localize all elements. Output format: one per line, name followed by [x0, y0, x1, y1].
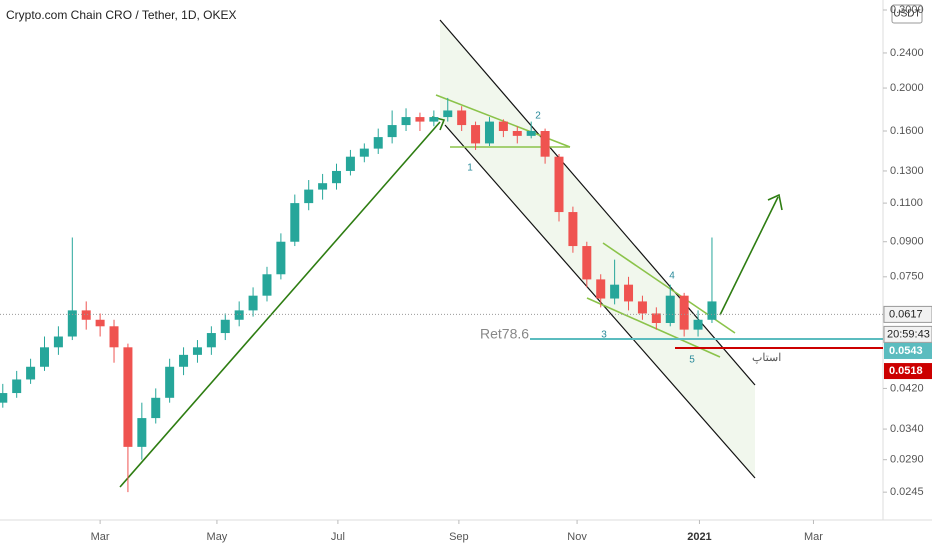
- candle-body: [484, 121, 494, 144]
- candle-body: [248, 295, 258, 311]
- last-price-tag: [883, 305, 932, 323]
- candle-body: [151, 397, 161, 419]
- level-tag-label: 0.0543: [889, 345, 923, 357]
- candle-body: [12, 379, 22, 394]
- candle-body: [192, 347, 202, 355]
- candle-body: [443, 110, 453, 118]
- candle-body: [123, 347, 133, 447]
- x-tick-label: Mar: [804, 531, 823, 543]
- candle-body: [596, 279, 606, 299]
- candle-body: [679, 295, 689, 330]
- candle-body: [262, 274, 272, 296]
- candle-body: [387, 125, 397, 138]
- candle-body: [206, 333, 216, 348]
- x-tick-label: May: [207, 531, 228, 543]
- candle-body: [220, 319, 230, 334]
- x-tick-label: 2021: [687, 531, 711, 543]
- candle-body: [290, 203, 300, 242]
- candle-body: [568, 212, 578, 247]
- candle-body: [0, 393, 8, 403]
- candle-body: [512, 130, 522, 136]
- currency: USDT: [893, 9, 920, 20]
- candle-body: [67, 310, 77, 337]
- y-tick-label: 0.0750: [890, 271, 924, 283]
- level-tag: [884, 363, 932, 380]
- candle-body: [304, 189, 314, 204]
- candle-body: [179, 354, 189, 367]
- candle-body: [471, 125, 481, 144]
- wave-label: 3: [601, 330, 607, 341]
- candle-body: [165, 366, 175, 398]
- chart-title: Crypto.com Chain CRO / Tether, 1D, OKEX: [6, 8, 237, 22]
- y-tick-label: 0.0340: [890, 423, 924, 435]
- candle-body: [109, 326, 119, 348]
- candle-body: [665, 295, 675, 324]
- arrow-head: [767, 193, 783, 211]
- currency-box: [891, 4, 923, 24]
- level-name: استاپ: [752, 352, 781, 364]
- candle-body: [39, 347, 49, 367]
- candle-body: [540, 130, 550, 157]
- countdown-tag: [883, 325, 932, 343]
- wave-label: 5: [689, 355, 695, 366]
- candle-body: [359, 148, 369, 157]
- candle-body: [373, 137, 383, 149]
- candle-body: [26, 366, 36, 380]
- wave-label: 4: [669, 271, 675, 282]
- x-tick-label: Mar: [91, 531, 110, 543]
- candle-body: [81, 310, 91, 320]
- candle-body: [457, 110, 467, 126]
- candle-body: [95, 319, 105, 327]
- candle-body: [415, 117, 425, 122]
- trend-line: [119, 121, 441, 488]
- y-tick-label: 0.1600: [890, 125, 924, 137]
- x-tick-label: Sep: [449, 531, 469, 543]
- candle-body: [526, 130, 536, 136]
- candle-body: [345, 156, 355, 171]
- y-tick-label: 0.1300: [890, 165, 924, 177]
- candle-body: [429, 117, 439, 122]
- level-tag: [884, 342, 932, 359]
- candle-body: [498, 121, 508, 131]
- channel-lower: [444, 124, 756, 479]
- y-tick-label: 0.0900: [890, 236, 924, 248]
- last-price-label: 0.0617: [889, 308, 923, 320]
- candle-body: [610, 284, 620, 299]
- candle-body: [582, 246, 592, 280]
- y-tick-label: 0.0290: [890, 454, 924, 466]
- level-name: Ret78.6: [480, 326, 529, 342]
- projection-line: [719, 196, 779, 316]
- x-tick-label: Nov: [567, 531, 587, 543]
- candle-body: [234, 310, 244, 320]
- countdown: 20:59:43: [887, 328, 930, 340]
- candle-body: [637, 301, 647, 314]
- candle-body: [401, 117, 411, 126]
- candle-body: [276, 241, 286, 275]
- x-tick-label: Jul: [331, 531, 345, 543]
- candle-body: [693, 319, 703, 330]
- y-tick-label: 0.0245: [890, 486, 924, 498]
- level-tag-label: 0.0518: [889, 365, 923, 377]
- candle-body: [53, 336, 63, 348]
- wave-label: 1: [467, 163, 473, 174]
- wave-label: 2: [535, 111, 541, 122]
- candle-body: [554, 156, 564, 213]
- candle-body: [624, 284, 634, 302]
- y-tick-label: 0.2000: [890, 82, 924, 94]
- candle-body: [318, 183, 328, 190]
- candle-body: [651, 313, 661, 324]
- y-tick-label: 0.3000: [890, 4, 924, 16]
- candle-body: [332, 170, 342, 184]
- y-tick-label: 0.2400: [890, 47, 924, 59]
- y-tick-label: 0.1100: [890, 197, 923, 209]
- candle-body: [707, 301, 717, 320]
- y-tick-label: 0.0420: [890, 382, 924, 394]
- candle-body: [137, 418, 147, 447]
